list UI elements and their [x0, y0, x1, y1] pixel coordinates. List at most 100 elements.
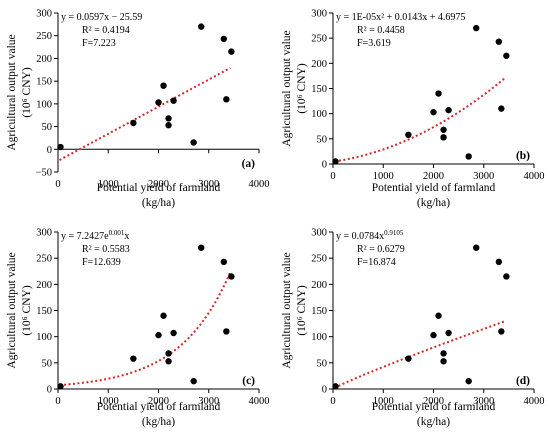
data-point	[57, 143, 64, 151]
data-point	[155, 99, 162, 106]
fit-r-squared: R² = 0.5583	[82, 244, 130, 255]
y-axis-title: (10⁶ CNY)	[296, 285, 308, 335]
y-axis-title: (10⁶ CNY)	[21, 67, 33, 117]
data-point	[220, 258, 228, 266]
data-point	[440, 134, 447, 141]
y-axis-title: Agricultural output value	[281, 252, 293, 368]
data-point	[498, 328, 505, 335]
fit-r-squared: R² = 0.4194	[82, 25, 130, 36]
x-axis-title: (kg/ha)	[142, 197, 175, 209]
x-tick-label: 0	[55, 179, 60, 190]
x-tick-label: 4000	[524, 396, 545, 407]
y-axis-title: Agricultural output value	[281, 30, 293, 146]
data-point	[332, 158, 339, 165]
data-point	[495, 38, 503, 45]
x-axis-title: Potential yield of farmland	[97, 401, 221, 413]
y-tick-label: 150	[36, 77, 52, 88]
data-point	[170, 329, 177, 337]
data-point	[445, 329, 452, 337]
fit-f-statistic: F=7.223	[82, 38, 116, 49]
x-tick-label: 1000	[373, 396, 394, 407]
data-point	[440, 126, 447, 133]
y-tick-label: 150	[311, 84, 327, 95]
y-tick-label: 200	[311, 59, 327, 70]
y-tick-label: 100	[36, 332, 52, 343]
y-axis-title: (10⁶ CNY)	[21, 285, 33, 335]
data-point	[503, 273, 510, 280]
data-point	[198, 244, 205, 251]
data-point	[130, 119, 137, 127]
y-tick-label: 200	[36, 280, 52, 291]
data-point	[332, 383, 339, 390]
data-point	[165, 358, 172, 365]
panel-label: (c)	[242, 375, 255, 387]
x-tick-label: 1000	[98, 179, 119, 190]
x-tick-label: 1000	[98, 396, 119, 407]
data-point	[170, 97, 177, 104]
data-point	[445, 106, 452, 114]
data-point	[223, 328, 230, 335]
y-tick-label: 50	[42, 358, 53, 369]
fit-f-statistic: F=3.619	[357, 38, 391, 49]
x-tick-label: 4000	[249, 396, 270, 407]
x-tick-label: 0	[55, 396, 60, 407]
y-tick-label: 250	[311, 254, 327, 265]
x-axis-title: (kg/ha)	[142, 416, 175, 428]
data-point	[465, 153, 472, 160]
fit-f-statistic: F=16.874	[357, 257, 396, 268]
data-point	[223, 96, 230, 103]
y-tick-label: 200	[36, 54, 52, 65]
y-tick-label: 100	[311, 332, 327, 343]
x-axis-title: Potential yield of farmland	[97, 182, 221, 194]
y-tick-label: 300	[36, 9, 52, 20]
y-tick-label: 250	[36, 254, 52, 265]
fit-equation: y = 0.0784x0.9105	[336, 229, 404, 242]
x-tick-label: 3000	[198, 179, 219, 190]
data-point	[165, 350, 172, 357]
data-point	[130, 355, 137, 362]
data-point	[435, 312, 442, 319]
data-point	[155, 331, 162, 339]
data-point	[228, 273, 235, 280]
y-tick-label: 300	[311, 228, 327, 239]
y-tick-label: 100	[36, 99, 52, 110]
trend-line	[59, 271, 232, 387]
y-tick-label: 50	[317, 358, 328, 369]
data-point	[495, 258, 503, 266]
data-point	[473, 244, 480, 251]
data-point	[220, 35, 228, 43]
fit-equation: y = 0.0597x − 25.59	[61, 12, 142, 23]
x-axis-title: Potential yield of farmland	[372, 182, 496, 194]
panel-label: (b)	[516, 150, 530, 162]
fit-r-squared: R² = 0.6279	[357, 244, 405, 255]
trend-line	[334, 320, 506, 389]
y-tick-label: 250	[311, 34, 327, 45]
y-axis-title: Agricultural output value	[6, 252, 18, 368]
x-tick-label: 4000	[524, 171, 545, 182]
x-tick-label: 2000	[148, 396, 169, 407]
y-tick-label: 150	[36, 306, 52, 317]
data-point	[165, 122, 172, 129]
data-point	[228, 48, 235, 55]
data-point	[473, 24, 480, 32]
y-tick-label: 300	[311, 9, 327, 20]
x-tick-label: 2000	[423, 396, 444, 407]
y-tick-label: 0	[322, 160, 327, 171]
x-tick-label: 3000	[473, 171, 494, 182]
x-tick-label: 0	[330, 396, 335, 407]
data-point	[435, 90, 442, 97]
data-point	[160, 312, 167, 319]
fit-equation: y = 1E-05x² + 0.0143x + 4.6975	[336, 12, 465, 23]
trend-line	[334, 76, 506, 163]
x-axis-title: (kg/ha)	[417, 197, 450, 209]
y-tick-label: −50	[36, 168, 52, 179]
fit-f-statistic: F=12.639	[82, 257, 121, 268]
data-point	[465, 377, 472, 385]
y-tick-label: 200	[311, 280, 327, 291]
data-point	[198, 23, 205, 30]
y-tick-label: 50	[42, 122, 53, 133]
